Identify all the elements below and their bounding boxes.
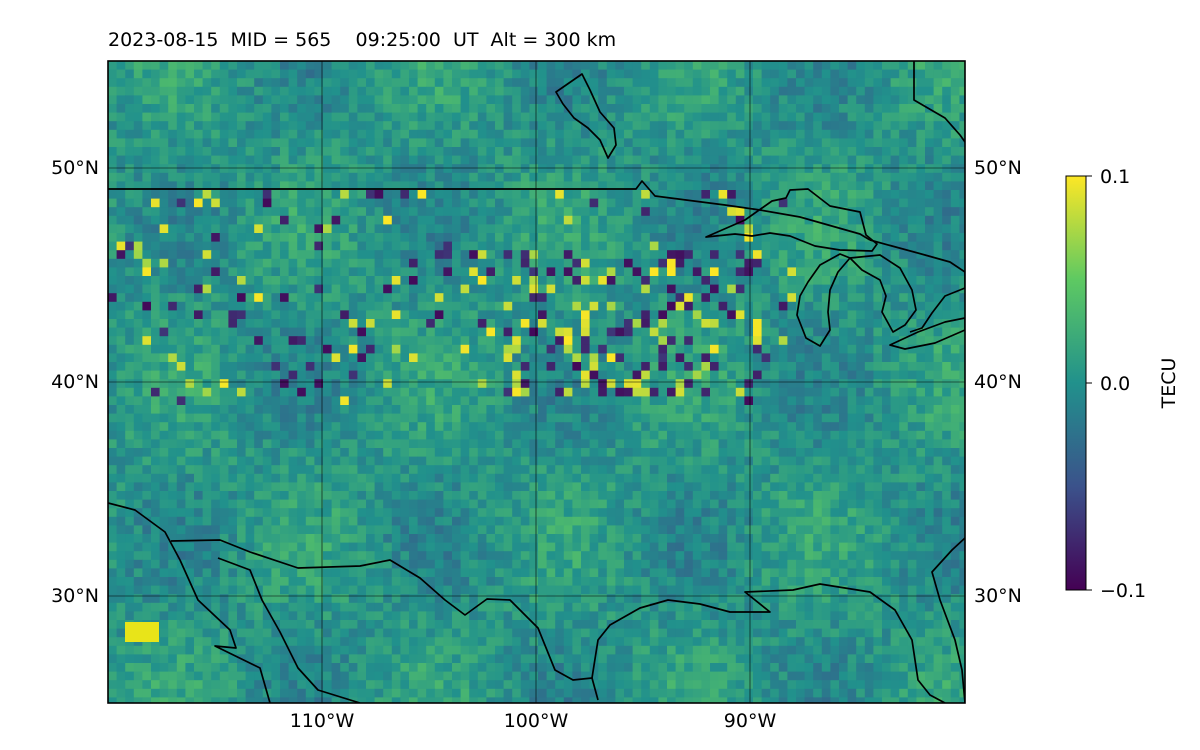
colorbar: 0.1 0.0 −0.1 TECU xyxy=(1065,166,1180,602)
lat-label-right-40: 40°N xyxy=(974,371,1022,393)
us-canada-border xyxy=(108,180,871,241)
graticule xyxy=(108,61,965,703)
lon-label-100: 100°W xyxy=(504,710,569,732)
lat-label-left-40: 40°N xyxy=(51,371,99,393)
pacific-coast xyxy=(108,502,271,703)
map-title: 2023-08-15 MID = 565 09:25:00 UT Alt = 3… xyxy=(108,29,617,51)
colorbar-label-min: −0.1 xyxy=(1100,580,1146,602)
ontario-shore xyxy=(869,239,965,333)
gulf-mexico-coast xyxy=(591,583,946,703)
lake-erie-shore xyxy=(889,317,965,350)
lat-label-left-50: 50°N xyxy=(51,157,99,179)
lat-label-left-30: 30°N xyxy=(51,585,99,607)
lon-label-110: 110°W xyxy=(290,710,355,732)
colorbar-title: TECU xyxy=(1158,358,1180,410)
lake-superior-shore xyxy=(705,188,878,252)
lake-winnipeg-shore xyxy=(555,73,617,159)
tec-raster xyxy=(108,61,965,703)
coastlines xyxy=(108,61,965,703)
colorbar-gradient xyxy=(1065,175,1087,591)
bright-anomaly-patch xyxy=(125,622,159,642)
lat-label-right-50: 50°N xyxy=(974,157,1022,179)
lake-michigan-shore xyxy=(796,253,851,347)
lake-huron-shore xyxy=(849,254,917,333)
hudson-bay-shore xyxy=(913,61,965,143)
lon-label-90: 90°W xyxy=(724,710,777,732)
us-mexico-border xyxy=(170,539,599,701)
colorbar-label-max: 0.1 xyxy=(1100,166,1130,188)
baja-peninsula xyxy=(217,557,361,703)
map-frame xyxy=(107,60,966,704)
florida-coast xyxy=(931,537,965,703)
lat-label-right-30: 30°N xyxy=(974,585,1022,607)
colorbar-label-zero: 0.0 xyxy=(1100,373,1130,395)
